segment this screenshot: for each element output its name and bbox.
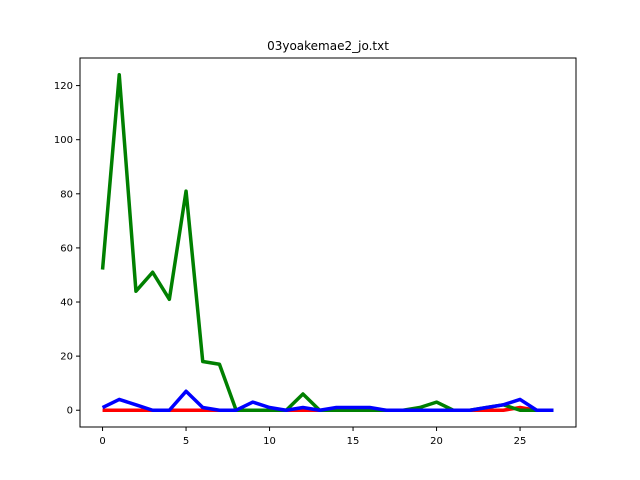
series-layer — [100, 73, 554, 412]
x-tick-label: 0 — [99, 436, 105, 447]
y-tick-label: 0 — [67, 406, 73, 417]
y-tick-label: 20 — [60, 352, 73, 363]
y-tick-label: 80 — [60, 189, 73, 200]
x-tick-label: 25 — [514, 436, 527, 447]
y-tick-label: 100 — [54, 135, 73, 146]
y-tick-label: 60 — [60, 243, 73, 254]
x-tick-label: 5 — [183, 436, 189, 447]
x-tick-label: 10 — [263, 436, 276, 447]
x-tick-label: 15 — [347, 436, 360, 447]
series-line-3 — [101, 389, 554, 412]
y-tick-label: 40 — [60, 298, 73, 309]
x-tick-label: 20 — [430, 436, 443, 447]
plot-frame — [79, 57, 577, 428]
chart-title: 03yoakemae2_jo.txt — [267, 39, 389, 53]
axes-layer: 0 5 10 15 20 25 0 20 40 60 80 100 120 — [54, 57, 577, 447]
y-tick-label: 120 — [54, 81, 73, 92]
